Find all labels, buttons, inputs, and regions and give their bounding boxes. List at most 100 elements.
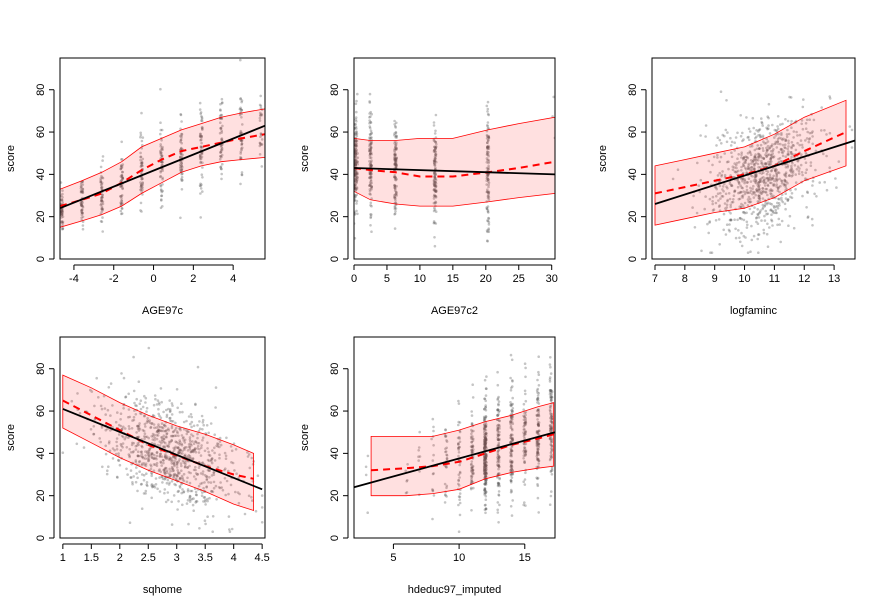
data-point	[738, 217, 742, 220]
data-point	[486, 153, 490, 156]
data-point	[118, 463, 122, 467]
data-point	[470, 468, 473, 472]
data-point	[188, 494, 192, 498]
data-point	[61, 192, 64, 196]
data-point	[483, 419, 487, 422]
data-point	[786, 128, 789, 132]
data-point	[536, 447, 540, 451]
data-point	[786, 119, 790, 123]
data-point	[157, 469, 161, 473]
data-point	[173, 464, 176, 468]
data-point	[179, 216, 182, 220]
data-point	[757, 155, 760, 159]
data-point	[482, 468, 486, 472]
data-point	[148, 419, 151, 422]
data-point	[487, 166, 490, 170]
data-point	[164, 466, 167, 470]
data-point	[179, 152, 183, 156]
data-point	[132, 450, 135, 453]
data-point	[765, 187, 769, 191]
data-point	[211, 449, 214, 452]
data-point	[240, 100, 243, 104]
data-point	[719, 197, 722, 200]
data-point	[790, 168, 794, 171]
data-point	[131, 482, 134, 486]
data-point	[496, 397, 500, 400]
data-point	[240, 139, 244, 143]
data-point	[159, 143, 162, 146]
x-axis-label: hdeduc97_imputed	[408, 584, 502, 596]
data-point	[175, 441, 178, 444]
data-point	[774, 142, 777, 145]
data-point	[469, 486, 473, 490]
data-point	[180, 469, 183, 473]
data-point	[395, 148, 398, 151]
data-point	[765, 126, 768, 130]
data-point	[802, 98, 805, 101]
data-point	[487, 113, 491, 117]
data-point	[791, 143, 795, 147]
y-tick-label: 60	[35, 126, 47, 138]
data-point	[394, 176, 397, 179]
data-point	[100, 198, 103, 201]
data-point	[486, 135, 489, 138]
data-point	[151, 456, 154, 460]
data-point	[749, 159, 753, 162]
data-point	[80, 203, 83, 206]
data-point	[552, 95, 555, 99]
data-point	[496, 424, 499, 428]
data-point	[740, 202, 743, 206]
data-point	[140, 183, 143, 186]
data-point	[160, 436, 163, 439]
data-point	[758, 199, 762, 203]
data-point	[766, 144, 770, 148]
data-point	[144, 396, 148, 400]
data-point	[220, 131, 224, 134]
data-point	[201, 127, 204, 131]
data-point	[483, 427, 487, 430]
data-point	[764, 162, 768, 165]
data-point	[510, 433, 513, 436]
data-point	[537, 511, 540, 514]
data-point	[354, 141, 358, 144]
data-point	[127, 425, 131, 428]
data-point	[780, 150, 784, 154]
data-point	[139, 133, 143, 137]
data-point	[725, 185, 728, 188]
data-point	[484, 438, 488, 441]
data-point	[806, 216, 810, 219]
data-point	[483, 467, 486, 470]
data-point	[763, 214, 766, 218]
data-point	[524, 450, 527, 454]
data-point	[740, 195, 744, 198]
data-point	[433, 155, 437, 158]
data-point	[200, 116, 204, 119]
data-point	[784, 118, 787, 121]
data-point	[221, 488, 225, 492]
data-point	[61, 451, 65, 455]
x-axis-label: AGE97c2	[431, 305, 478, 317]
data-point	[483, 491, 487, 495]
data-point	[188, 496, 191, 500]
data-point	[778, 190, 781, 194]
data-point	[497, 464, 500, 467]
data-point	[780, 131, 783, 135]
data-point	[354, 144, 358, 147]
data-point	[259, 106, 263, 110]
data-point	[740, 231, 743, 235]
data-point	[181, 478, 184, 481]
data-point	[166, 491, 170, 494]
data-point	[485, 468, 488, 472]
data-point	[161, 169, 164, 173]
data-point	[176, 431, 179, 435]
data-point	[746, 136, 749, 139]
data-point	[818, 181, 821, 184]
data-point	[61, 227, 64, 230]
data-point	[497, 456, 501, 460]
data-point	[159, 151, 162, 155]
data-point	[176, 474, 179, 478]
data-point	[496, 456, 499, 459]
data-point	[497, 457, 500, 460]
data-point	[194, 472, 198, 475]
fit-line	[654, 139, 856, 205]
